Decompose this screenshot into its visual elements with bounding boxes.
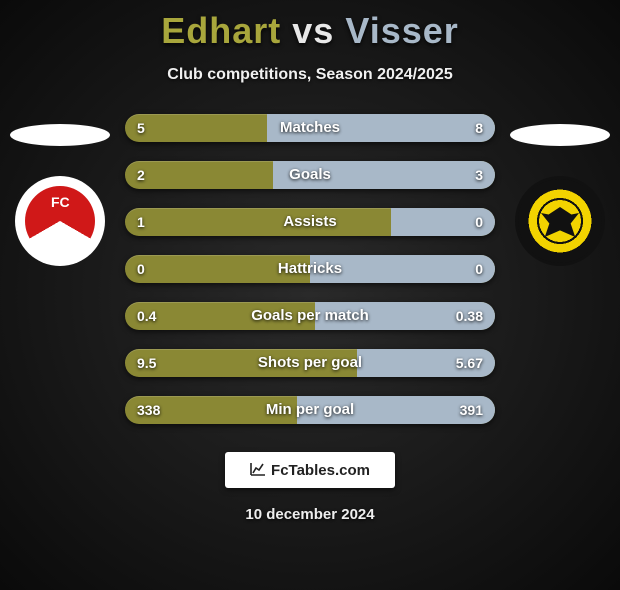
stat-label: Min per goal (125, 396, 495, 424)
player1-name: Edhart (161, 10, 281, 51)
stat-right-value: 5.67 (456, 349, 483, 377)
stat-left-value: 0 (137, 255, 145, 283)
stat-bars: Matches58Goals23Assists10Hattricks00Goal… (125, 114, 495, 424)
stat-row: Goals per match0.4 0.38 (125, 302, 495, 330)
club-left-column (10, 124, 110, 266)
stat-left-value: 5 (137, 114, 145, 142)
stat-row: Shots per goal9.5 5.67 (125, 349, 495, 377)
club-left-badge-icon (15, 176, 105, 266)
stat-left-value: 9.5 (137, 349, 156, 377)
fctables-logo-text: FcTables.com (271, 462, 370, 479)
stat-label: Goals per match (125, 302, 495, 330)
club-right-column (510, 124, 610, 266)
stat-row: Assists1 0 (125, 208, 495, 236)
stat-left-value: 2 (137, 161, 145, 189)
stat-label: Assists (125, 208, 495, 236)
chart-icon (250, 462, 266, 479)
stat-left-value: 338 (137, 396, 160, 424)
stat-right-value: 0 (475, 208, 483, 236)
subtitle: Club competitions, Season 2024/2025 (0, 66, 620, 84)
player2-name: Visser (345, 10, 458, 51)
stat-right-value: 8 (475, 114, 483, 142)
stat-right-value: 0 (475, 255, 483, 283)
stat-label: Shots per goal (125, 349, 495, 377)
stat-left-value: 0.4 (137, 302, 156, 330)
footer-date: 10 december 2024 (0, 506, 620, 523)
club-right-name-pill (510, 124, 610, 146)
stat-label: Goals (125, 161, 495, 189)
comparison-title: Edhart vs Visser (0, 10, 620, 52)
stat-row: Goals2 3 (125, 161, 495, 189)
stat-label: Matches (125, 114, 495, 142)
club-left-name-pill (10, 124, 110, 146)
stat-left-value: 1 (137, 208, 145, 236)
club-right-badge-icon (515, 176, 605, 266)
stat-row: Matches5 8 (125, 114, 495, 142)
vs-label: vs (292, 10, 334, 51)
stat-row: Min per goal338 391 (125, 396, 495, 424)
stat-right-value: 391 (460, 396, 483, 424)
stat-right-value: 0.38 (456, 302, 483, 330)
stat-right-value: 3 (475, 161, 483, 189)
stat-row: Hattricks0 0 (125, 255, 495, 283)
stat-label: Hattricks (125, 255, 495, 283)
fctables-logo[interactable]: FcTables.com (225, 452, 395, 488)
main-panel: Matches58Goals23Assists10Hattricks00Goal… (0, 114, 620, 424)
